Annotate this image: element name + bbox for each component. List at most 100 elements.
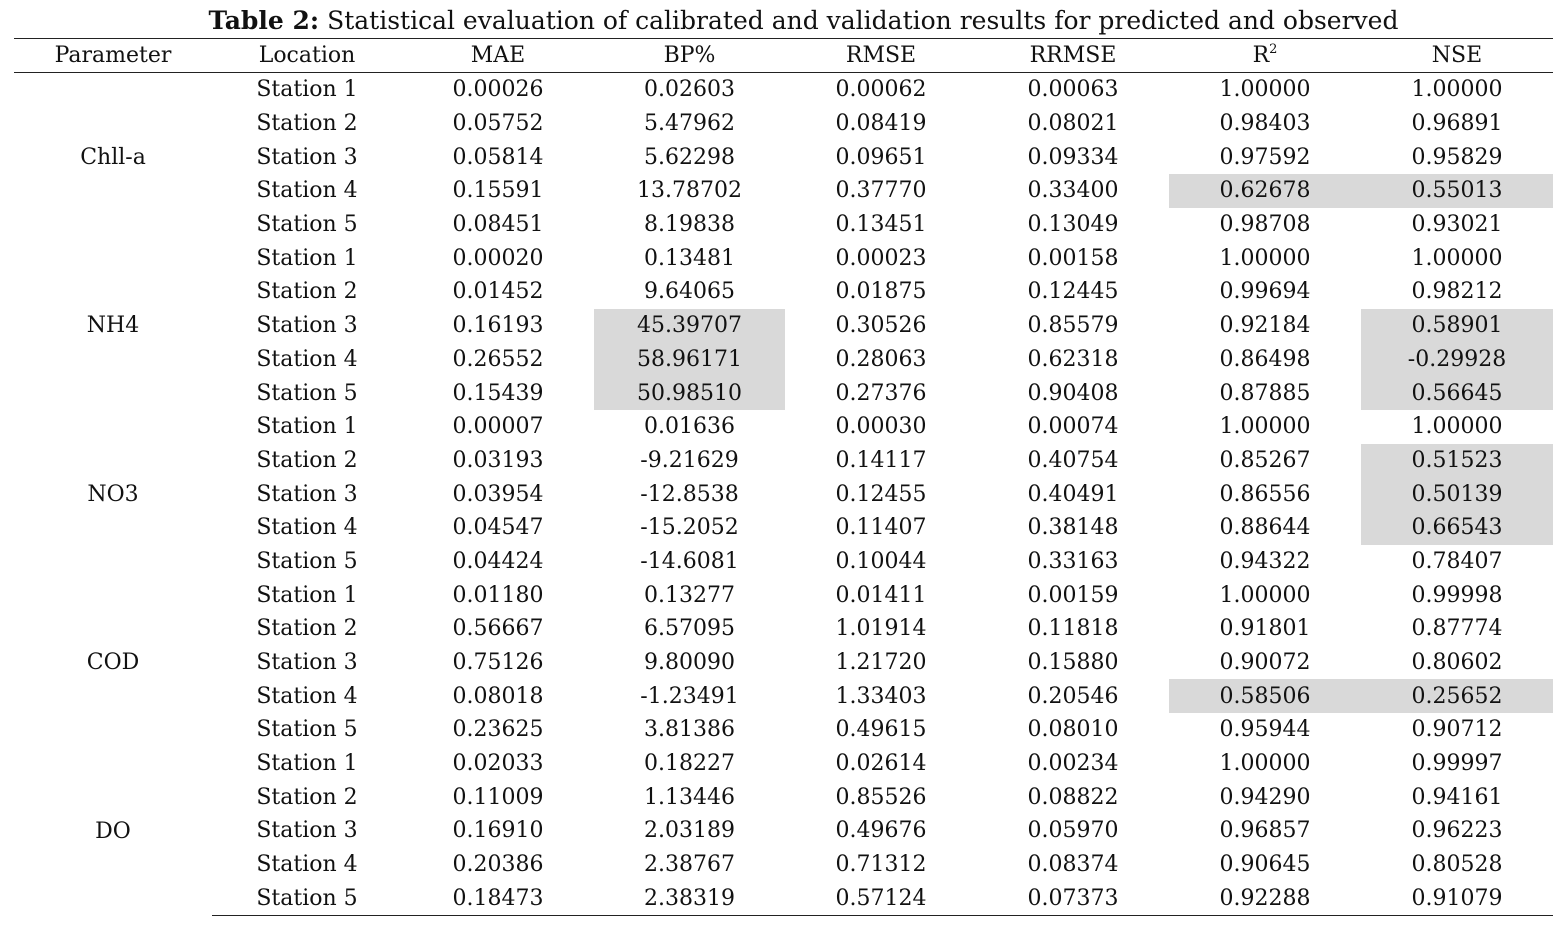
- bp-percent-cell: 0.13277: [644, 582, 735, 608]
- table-row: Station 4 0.04547 -15.2052 0.11407 0.38148 0.…: [14, 510, 1553, 545]
- header-rmse: RMSE: [785, 38, 977, 73]
- location-cell: Station 2: [256, 784, 358, 810]
- mae-cell: 0.26552: [452, 346, 544, 372]
- parameter-cell: NH4: [86, 313, 140, 339]
- r-squared-cell: 0.94290: [1219, 784, 1311, 810]
- table-row: Station 3 0.16910 2.03189 0.49676 0.05970 0.9…: [14, 814, 1553, 848]
- location-cell: Station 1: [256, 77, 358, 103]
- rrmse-cell: 0.13049: [1027, 212, 1119, 238]
- rrmse-cell: 0.15880: [1027, 650, 1119, 676]
- mae-cell: 0.75126: [452, 650, 544, 676]
- location-cell: Station 4: [256, 515, 358, 541]
- nse-cell: 1.00000: [1411, 245, 1503, 271]
- location-cell: Station 1: [256, 414, 358, 440]
- rrmse-cell: 0.08021: [1027, 111, 1119, 137]
- mae-cell: 0.11009: [452, 784, 544, 810]
- header-rrmse: RRMSE: [977, 38, 1169, 73]
- rmse-cell: 0.28063: [835, 346, 927, 372]
- rmse-cell: 0.11407: [835, 515, 927, 541]
- rmse-cell: 0.13451: [835, 212, 927, 238]
- table-row: Station 5 0.04424 -14.6081 0.10044 0.33163 0.…: [14, 545, 1553, 579]
- nse-cell: 0.87774: [1411, 616, 1503, 642]
- rrmse-cell: 0.08010: [1027, 717, 1119, 743]
- rrmse-cell: 0.08822: [1027, 784, 1119, 810]
- rrmse-cell: 0.12445: [1027, 279, 1119, 305]
- nse-cell: 0.51523: [1361, 443, 1553, 478]
- table-row: Station 2 0.03193 -9.21629 0.14117 0.40754 0.…: [14, 443, 1553, 478]
- bp-percent-cell: 2.38767: [644, 852, 735, 878]
- r-squared-cell: 0.98708: [1219, 212, 1311, 238]
- r-squared-cell: 1.00000: [1219, 245, 1311, 271]
- bp-percent-cell: -15.2052: [640, 515, 739, 541]
- nse-cell: 0.98212: [1411, 279, 1503, 305]
- mae-cell: 0.01180: [452, 582, 544, 608]
- location-cell: Station 1: [256, 582, 358, 608]
- location-cell: Station 2: [256, 447, 358, 473]
- r-squared-cell: 0.99694: [1219, 279, 1311, 305]
- table-row: Station 2 0.11009 1.13446 0.85526 0.08822 0.9…: [14, 780, 1553, 814]
- nse-cell: -0.29928: [1361, 342, 1553, 377]
- rmse-cell: 0.30526: [835, 313, 927, 339]
- parameter-cell: NO3: [87, 481, 139, 507]
- location-cell: Station 2: [256, 111, 358, 137]
- rmse-cell: 0.00030: [835, 414, 927, 440]
- rrmse-cell: 0.33400: [1027, 178, 1119, 204]
- table-header: Parameter Location MAE BP% RMSE RRMSE R2…: [14, 38, 1553, 73]
- location-cell: Station 1: [256, 245, 358, 271]
- nse-cell: 1.00000: [1411, 414, 1503, 440]
- location-cell: Station 4: [256, 852, 358, 878]
- table-row: Station 4 0.20386 2.38767 0.71312 0.08374 0.9…: [14, 848, 1553, 882]
- mae-cell: 0.02033: [452, 751, 544, 777]
- rrmse-cell: 0.85579: [1027, 313, 1119, 339]
- nse-cell: 0.96223: [1411, 818, 1503, 844]
- bp-percent-cell: 45.39707: [594, 308, 785, 343]
- location-cell: Station 3: [256, 650, 358, 676]
- table-row: Chll-a Station 1 0.00026 0.02603 0.00062 0.00…: [14, 73, 1553, 169]
- parameter-cell: COD: [86, 650, 140, 676]
- nse-cell: 0.50139: [1361, 477, 1553, 511]
- header-row: Parameter Location MAE BP% RMSE RRMSE R2…: [14, 38, 1553, 73]
- mae-cell: 0.08451: [452, 212, 544, 238]
- table-row: COD Station 1 0.01180 0.13277 0.01411 0.00159…: [14, 578, 1553, 675]
- mae-cell: 0.04547: [452, 515, 544, 541]
- rrmse-cell: 0.00234: [1027, 751, 1119, 777]
- header-bp-percent: BP%: [594, 38, 785, 73]
- bp-percent-cell: 5.62298: [644, 144, 735, 170]
- r-squared-cell: 1.00000: [1219, 414, 1311, 440]
- mae-cell: 0.05752: [452, 111, 544, 137]
- table-row: Station 5 0.15439 50.98510 0.27376 0.90408 0.…: [14, 376, 1553, 410]
- table-row: NO3 Station 1 0.00007 0.01636 0.00030 0.00074…: [14, 410, 1553, 506]
- bp-percent-cell: 2.38319: [594, 881, 785, 917]
- bp-percent-cell: 13.78702: [637, 178, 742, 204]
- bp-percent-cell: 8.19838: [644, 212, 735, 238]
- statistics-table: Parameter Location MAE BP% RMSE RRMSE R2…: [14, 38, 1553, 917]
- table-body: Chll-a Station 1 0.00026 0.02603 0.00062 0.00…: [14, 73, 1553, 917]
- header-location: Location: [212, 38, 402, 73]
- caption-text: Statistical evaluation of calibrated and…: [319, 6, 1399, 35]
- nse-cell: 1.00000: [1411, 77, 1503, 103]
- nse-cell: 0.96891: [1411, 111, 1503, 137]
- rrmse-cell: 0.90408: [1027, 380, 1119, 406]
- r-squared-cell: 0.92184: [1219, 313, 1311, 339]
- location-cell: Station 5: [212, 881, 402, 917]
- mae-cell: 0.20386: [452, 852, 544, 878]
- table-row: Station 3 0.05814 5.62298 0.09651 0.09334 0.9…: [14, 140, 1553, 174]
- r-squared-cell: 0.95944: [1219, 717, 1311, 743]
- bp-percent-cell: 0.18227: [644, 751, 735, 777]
- header-r-superscript: 2: [1269, 42, 1278, 57]
- bp-percent-cell: 9.64065: [644, 279, 735, 305]
- r-squared-cell: 0.92288: [1169, 881, 1361, 917]
- rmse-cell: 0.02614: [835, 751, 927, 777]
- parameter-cell: Chll-a: [80, 144, 146, 170]
- rrmse-cell: 0.20546: [1027, 683, 1119, 709]
- rmse-cell: 0.00062: [835, 77, 927, 103]
- location-cell: Station 5: [256, 717, 358, 743]
- nse-cell: 0.56645: [1361, 376, 1553, 410]
- table-caption: Table 2: Statistical evaluation of calib…: [0, 4, 1563, 38]
- nse-cell: 0.99997: [1411, 751, 1503, 777]
- mae-cell: 0.01452: [452, 279, 544, 305]
- mae-cell: 0.16910: [452, 818, 544, 844]
- r-squared-cell: 0.98403: [1219, 111, 1311, 137]
- rrmse-cell: 0.40754: [1027, 447, 1119, 473]
- header-nse: NSE: [1361, 38, 1553, 73]
